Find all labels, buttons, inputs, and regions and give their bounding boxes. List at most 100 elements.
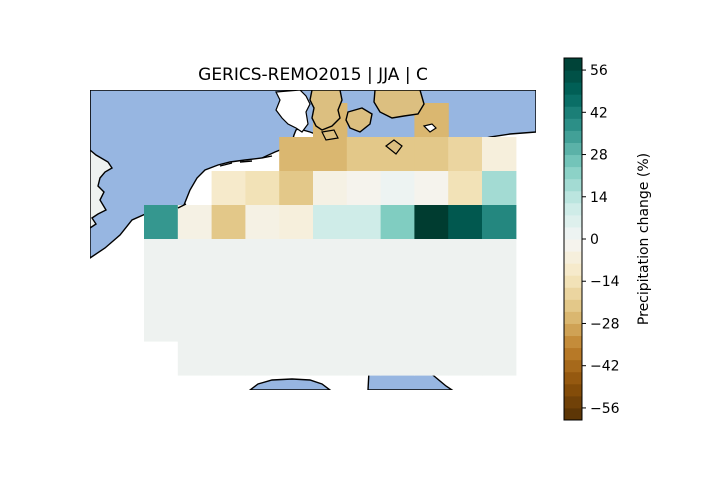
grid-cell: [380, 171, 415, 206]
grid-cell: [380, 239, 415, 274]
colorbar-step: [564, 395, 582, 409]
grid-cell: [448, 239, 483, 274]
grid-cell: [279, 307, 314, 342]
grid-cell: [414, 341, 449, 376]
grid-cell: [279, 205, 314, 240]
colorbar-step: [564, 311, 582, 324]
grid-cell: [279, 341, 314, 376]
grid-cell: [177, 205, 213, 240]
grid-cell: [482, 307, 517, 342]
grid-cell: [346, 341, 382, 376]
grid-cell: [346, 307, 382, 342]
grid-cell: [380, 307, 415, 342]
grid-cell: [279, 239, 314, 274]
colorbar-step: [564, 335, 582, 349]
grid-cell: [279, 171, 314, 206]
colorbar-tick-label: −14: [590, 274, 620, 290]
land-layer: [90, 90, 437, 229]
funen-island: [321, 129, 339, 141]
grid-cell: [144, 273, 179, 308]
grid-cell: [144, 239, 179, 274]
grid-cell: [245, 239, 280, 274]
grid-cell: [448, 137, 483, 172]
colorbar-tick-label: −42: [590, 359, 620, 375]
colorbar-step: [564, 347, 582, 361]
colorbar: 56 42 28 14 0 −14 −28 −42 −56 Precipitation chan…: [563, 57, 652, 421]
grid-cell: [211, 307, 246, 342]
grid-cell: [448, 307, 483, 342]
rugen-island: [385, 139, 403, 155]
grid-cell: [245, 273, 280, 308]
colorbar-step: [564, 287, 582, 300]
map-area: [90, 90, 536, 390]
colorbar-step: [564, 106, 582, 119]
colorbar-step: [564, 383, 582, 397]
grid-cell: [414, 273, 449, 308]
grid-cell: [313, 171, 348, 206]
grid-cell: [448, 341, 483, 376]
grid-cell: [313, 205, 348, 240]
grid-cell: [380, 273, 415, 308]
grid-cell: [279, 273, 314, 308]
colorbar-step: [564, 130, 582, 143]
grid-cell: [245, 341, 280, 376]
colorbar-step: [564, 178, 582, 192]
grid-cell: [346, 239, 382, 274]
grid-cell: [482, 205, 517, 240]
colorbar-step: [564, 70, 582, 83]
colorbar-step: [564, 299, 582, 312]
colorbar-tick-label: 0: [590, 232, 599, 248]
colorbar-step: [564, 239, 582, 252]
grid-cell: [279, 137, 314, 172]
grid-cell: [313, 273, 348, 308]
grid-cell: [211, 239, 246, 274]
colorbar-step: [564, 263, 582, 276]
colorbar-tick-label: 42: [590, 105, 608, 121]
grid-cell: [313, 341, 348, 376]
colorbar-tick-label: 56: [590, 63, 608, 79]
grid-cell: [380, 341, 415, 376]
grid-cell: [346, 171, 382, 206]
colorbar-step: [564, 407, 582, 421]
colorbar-tick-label: −56: [590, 401, 620, 417]
grid-cell: [211, 205, 246, 240]
skane-land: [373, 90, 425, 119]
grid-cell: [448, 171, 483, 206]
colorbar-gradient: [564, 58, 582, 421]
colorbar-step: [564, 371, 582, 385]
denmark-land: [309, 90, 343, 131]
colorbar-tick-label: 28: [590, 148, 608, 164]
grid-cell: [211, 341, 246, 376]
bornholm-island: [422, 123, 437, 133]
colorbar-step: [564, 275, 582, 288]
colorbar-step: [564, 202, 582, 216]
grid-cell: [177, 273, 213, 308]
colorbar-step: [564, 58, 582, 71]
colorbar-step: [564, 190, 582, 204]
grid-cell: [346, 137, 382, 172]
grid-cell: [211, 171, 246, 206]
grid-cell: [414, 171, 449, 206]
colorbar-step: [564, 226, 582, 240]
tyrrhenian-sea: [248, 378, 332, 390]
jutland-nodata: [275, 90, 311, 133]
colorbar-step: [564, 94, 582, 107]
grid-cell: [482, 137, 517, 172]
grid-cell: [313, 307, 348, 342]
map-title: GERICS-REMO2015 | JJA | C: [198, 65, 428, 85]
grid-cell: [346, 273, 382, 308]
colorbar-step: [564, 142, 582, 156]
grid-cell: [482, 341, 517, 376]
grid-cell: [482, 171, 517, 206]
colorbar-tick-label: −28: [590, 316, 620, 332]
grid-cell: [245, 307, 280, 342]
grid-cell: [177, 307, 213, 342]
grid-cell: [144, 205, 179, 240]
grid-cell: [346, 205, 382, 240]
grid-cell: [313, 137, 348, 172]
grid-cell: [482, 239, 517, 274]
britain-land: [90, 90, 113, 229]
colorbar-step: [564, 154, 582, 168]
grid-cell: [177, 341, 213, 376]
